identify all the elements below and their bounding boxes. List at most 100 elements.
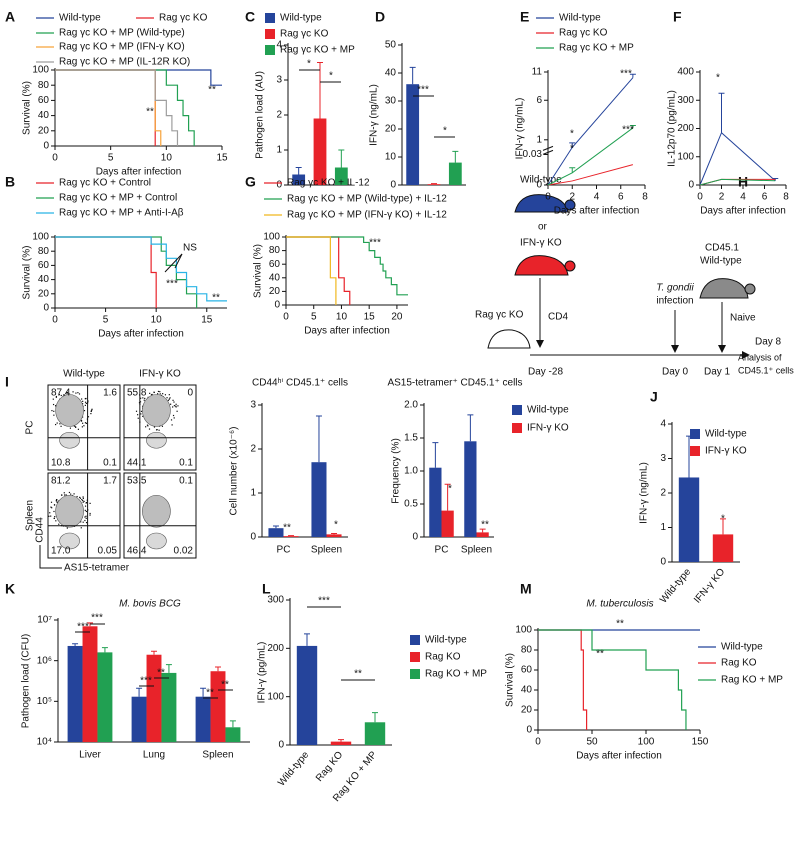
diagram-text: Analysis of bbox=[738, 352, 782, 362]
annotation: ** bbox=[283, 523, 291, 534]
flow-event bbox=[170, 403, 172, 405]
flow-event bbox=[50, 515, 52, 517]
panel: M M. tuberculosis 0 20 40 60 80 100 0 50 100 150 Day… bbox=[505, 581, 784, 762]
legend-label: Rag γc KO + MP (Wild-type) + IL-12 bbox=[287, 194, 447, 205]
quadrant-value: 1.6 bbox=[103, 388, 117, 399]
flow-event bbox=[159, 393, 161, 395]
flow-event bbox=[139, 401, 142, 403]
x-tick-label: 4 bbox=[740, 192, 746, 203]
y-tick-label: 300 bbox=[267, 595, 284, 606]
y-tick-label: 1 bbox=[250, 488, 256, 499]
flow-event bbox=[161, 425, 164, 427]
error-bar bbox=[444, 483, 451, 511]
y-tick-label: 40 bbox=[521, 685, 533, 696]
flow-event bbox=[150, 394, 153, 396]
x-tick-label: 15 bbox=[216, 153, 228, 164]
y-tick-label: 60 bbox=[521, 665, 533, 676]
x-tick-label: Spleen bbox=[311, 545, 342, 556]
flow-event bbox=[52, 403, 55, 406]
flow-contour bbox=[55, 394, 84, 427]
x-axis-label: Days after infection bbox=[96, 167, 182, 178]
y-axis-label: IL-12p70 (pg/mL) bbox=[667, 90, 678, 167]
flow-event bbox=[63, 492, 65, 494]
y-tick-label: 0 bbox=[276, 180, 282, 191]
diagram-text: Rag γc KO bbox=[475, 310, 524, 321]
y-tick-label: 0 bbox=[412, 532, 418, 543]
y-tick-label: 1.0 bbox=[404, 466, 418, 477]
legend-label: Rag γc KO + MP (IFN-γ KO) bbox=[59, 42, 185, 53]
flow-event bbox=[170, 419, 173, 421]
diagram-text: Day 1 bbox=[704, 367, 731, 378]
annotation: *** bbox=[417, 85, 429, 96]
annotation: ** bbox=[221, 680, 229, 691]
flow-event bbox=[140, 413, 142, 415]
diagram-text: infection bbox=[656, 296, 693, 307]
flow-contour bbox=[59, 532, 80, 550]
error-bar bbox=[629, 73, 636, 78]
diagram-text: CD4 bbox=[548, 312, 568, 323]
flow-event bbox=[85, 510, 87, 513]
flow-event bbox=[82, 497, 84, 499]
x-tick-label: 50 bbox=[586, 737, 598, 748]
x-tick-label: 2 bbox=[569, 192, 575, 203]
annotation: * bbox=[570, 129, 574, 140]
diagram-text: Day 8 bbox=[755, 337, 782, 348]
flow-event bbox=[175, 405, 177, 407]
bar bbox=[326, 534, 342, 537]
y-tick-label: 300 bbox=[677, 95, 694, 106]
flow-event bbox=[80, 521, 82, 523]
flow-event bbox=[84, 404, 86, 406]
flow-event bbox=[70, 493, 72, 495]
flow-event bbox=[50, 501, 53, 503]
annotation: * bbox=[448, 484, 452, 495]
error-bar bbox=[331, 532, 338, 535]
flow-event bbox=[85, 502, 87, 504]
flow-event bbox=[146, 424, 149, 426]
bar bbox=[448, 162, 462, 185]
flow-event bbox=[83, 500, 85, 503]
flow-event bbox=[84, 516, 86, 518]
error-bar bbox=[629, 125, 636, 128]
bar bbox=[67, 645, 83, 742]
bar bbox=[427, 184, 441, 185]
legend-label: Rag KO + MP bbox=[425, 669, 487, 680]
survival-curve bbox=[55, 69, 195, 146]
y-tick-label: 40 bbox=[38, 110, 50, 121]
flow-event bbox=[73, 425, 76, 427]
y-tick-label: 2.0 bbox=[404, 400, 418, 411]
x-tick-label: Lung bbox=[143, 750, 165, 761]
flow-event bbox=[89, 502, 91, 504]
flow-event bbox=[72, 391, 74, 393]
legend-label: Wild-type bbox=[59, 13, 101, 24]
y-tick-label: 40 bbox=[385, 68, 397, 79]
x-tick-label: 6 bbox=[618, 192, 624, 203]
annotation: * bbox=[443, 126, 447, 137]
legend-label: Rag KO + MP bbox=[721, 675, 783, 686]
survival-curve bbox=[55, 69, 162, 146]
y-tick-label: 4 bbox=[276, 40, 282, 51]
x-tick-label: 0 bbox=[697, 192, 703, 203]
bar bbox=[82, 626, 98, 742]
flow-event bbox=[74, 426, 77, 428]
annotation: NS bbox=[183, 243, 197, 254]
flow-event bbox=[167, 399, 170, 401]
flow-event bbox=[80, 419, 83, 422]
error-bar bbox=[467, 414, 474, 442]
legend-swatch bbox=[512, 405, 522, 415]
panel: F 0 100 200 300 400 0 2 4 6 8 Days after infection I… bbox=[667, 9, 790, 217]
flow-event bbox=[59, 423, 61, 425]
legend-swatch bbox=[265, 29, 275, 39]
bar bbox=[364, 722, 386, 745]
flow-event bbox=[158, 429, 160, 431]
panel: B 0 20 40 60 80 100 0 5 10 15 Days after infection S… bbox=[5, 174, 227, 340]
error-bar bbox=[272, 525, 279, 529]
y-tick-label: 50 bbox=[385, 40, 397, 51]
flow-event bbox=[58, 393, 60, 396]
mouse-icon bbox=[699, 278, 749, 299]
quadrant-value: 0.1 bbox=[103, 458, 117, 469]
x-tick-label: IFN-γ KO bbox=[692, 566, 727, 605]
x-tick-label: Spleen bbox=[461, 545, 492, 556]
flow-event bbox=[50, 506, 52, 508]
